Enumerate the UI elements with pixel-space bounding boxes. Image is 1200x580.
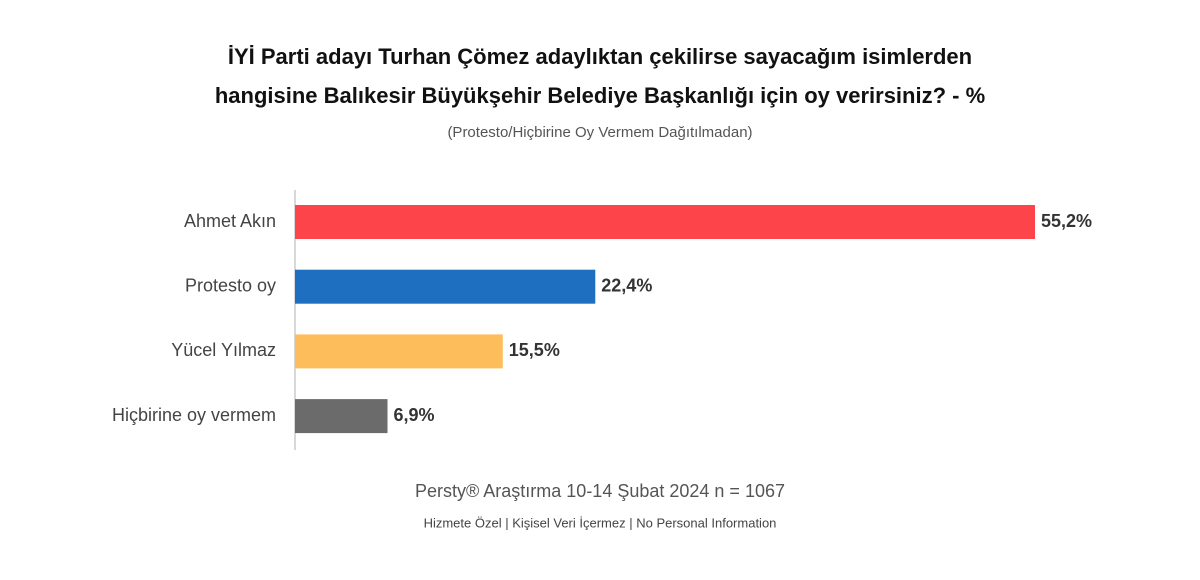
bar [295,399,388,434]
source: Persty® Araştırma 10-14 Şubat 2024 n = 1… [415,481,785,501]
footnote: Hizmete Özel | Kişisel Veri İçermez | No… [424,515,777,530]
category-label: Hiçbirine oy vermem [112,405,276,425]
bar [295,205,1035,239]
category-label: Ahmet Akın [184,211,276,231]
category-label: Protesto oy [185,275,276,295]
chart-title: hangisine Balıkesir Büyükşehir Belediye … [215,83,985,108]
bar [295,334,503,369]
category-label: Yücel Yılmaz [171,340,276,360]
value-label: 15,5% [509,340,560,360]
chart-subtitle: (Protesto/Hiçbirine Oy Vermem Dağıtılmad… [447,124,752,141]
value-label: 22,4% [601,275,652,295]
value-label: 6,9% [394,405,435,425]
bar [295,269,596,304]
value-label: 55,2% [1041,211,1092,231]
chart-title: İYİ Parti adayı Turhan Çömez adaylıktan … [228,44,972,69]
